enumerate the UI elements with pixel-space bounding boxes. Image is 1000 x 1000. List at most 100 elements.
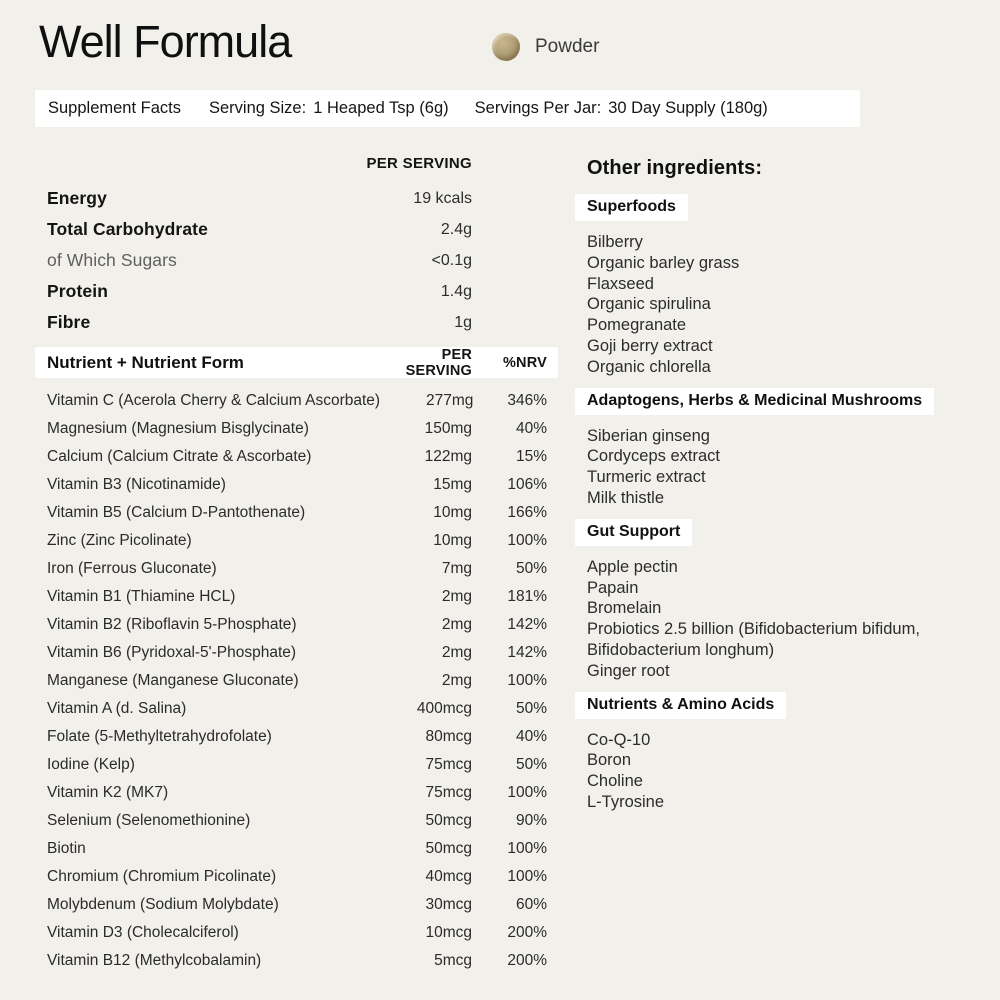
ingredient-item: Ginger root xyxy=(587,661,670,680)
nutrient-row: Vitamin B2 (Riboflavin 5-Phosphate) 2mg 14… xyxy=(35,611,558,639)
nutrient-row: Manganese (Manganese Gluconate) 2mg 100% xyxy=(35,667,558,695)
nutrient-name: Iodine (Kelp) xyxy=(47,756,135,773)
nutrition-column: PER SERVING Energy 19 kcals Total Carbohyd… xyxy=(35,147,558,975)
macro-label: of Which Sugars xyxy=(47,250,177,270)
nutrient-row: Vitamin B1 (Thiamine HCL) 2mg 181% xyxy=(35,583,558,611)
macro-value: 1g xyxy=(454,313,472,331)
nutrient-row: Vitamin B5 (Calcium D-Pantothenate) 10mg 1… xyxy=(35,499,558,527)
nutrient-nrv: 50% xyxy=(515,756,547,773)
nutrient-row: Vitamin B3 (Nicotinamide) 15mg 106% xyxy=(35,471,558,499)
nutrient-amount: 10mcg xyxy=(425,924,472,941)
ingredient-list: Siberian ginseng Cordyceps extract Turmeri… xyxy=(587,426,967,509)
nutrient-row: Vitamin A (d. Salina) 400mcg 50% xyxy=(35,695,558,723)
nutrient-row: Vitamin C (Acerola Cherry & Calcium Asco… xyxy=(35,387,558,415)
powder-icon xyxy=(492,33,520,61)
ingredient-list: Apple pectin Papain Bromelain Probiotics 2.… xyxy=(587,557,967,682)
nutrient-nrv: 40% xyxy=(515,728,547,745)
nutrient-amount: 15mg xyxy=(433,476,472,493)
nutrient-table-header: Nutrient + Nutrient Form PER SERVING %NR… xyxy=(35,346,558,379)
macro-value: 19 kcals xyxy=(413,189,472,207)
nutrient-name: Vitamin A (d. Salina) xyxy=(47,700,187,717)
nutrient-amount: 75mcg xyxy=(425,756,472,773)
ingredient-list: Bilberry Organic barley grass Flaxseed Orga… xyxy=(587,232,967,378)
nutrient-name: Vitamin B1 (Thiamine HCL) xyxy=(47,588,236,605)
ingredient-group-badge: Gut Support xyxy=(575,518,693,546)
nutrient-amount: 122mg xyxy=(424,448,472,465)
nutrient-nrv: 100% xyxy=(507,532,547,549)
nutrient-amount: 40mcg xyxy=(425,868,472,885)
nutrient-amount: 400mcg xyxy=(416,700,472,717)
nutrient-nrv: 50% xyxy=(515,700,547,717)
macro-row: Protein 1.4g xyxy=(35,276,558,307)
nutrient-nrv: 40% xyxy=(515,420,547,437)
format-label: Powder xyxy=(535,36,600,57)
serving-size-value: 1 Heaped Tsp (6g) xyxy=(313,99,449,117)
macro-value: <0.1g xyxy=(431,251,472,269)
format-chip: Powder xyxy=(492,33,599,61)
nutrient-row: Vitamin D3 (Cholecalciferol) 10mcg 200% xyxy=(35,919,558,947)
ingredient-item: Cordyceps extract xyxy=(587,447,720,466)
nutrient-name: Vitamin B2 (Riboflavin 5-Phosphate) xyxy=(47,616,297,633)
ingredient-item: Probiotics 2.5 billion (Bifidobacterium … xyxy=(587,620,920,659)
nutrient-row: Magnesium (Magnesium Bisglycinate) 150mg 4… xyxy=(35,415,558,443)
nutrient-nrv: 106% xyxy=(507,476,547,493)
nutrient-name: Iron (Ferrous Gluconate) xyxy=(47,560,217,577)
serving-size-label: Serving Size: xyxy=(208,99,307,117)
nutrient-amount: 2mg xyxy=(441,588,472,605)
nutrient-amount: 50mcg xyxy=(425,840,472,857)
ingredient-item: Apple pectin xyxy=(587,557,678,576)
other-ingredients-sections: Superfoods Bilberry Organic barley grass Fl… xyxy=(575,194,967,813)
nutrient-row: Iron (Ferrous Gluconate) 7mg 50% xyxy=(35,555,558,583)
nutrient-name: Biotin xyxy=(47,840,86,857)
macro-label: Fibre xyxy=(47,312,91,332)
other-ingredients-column: Other ingredients: Superfoods Bilberry Org… xyxy=(575,147,967,823)
nutrient-nrv: 166% xyxy=(507,504,547,521)
nutrient-amount: 277mg xyxy=(425,392,474,409)
ingredient-item: Organic chlorella xyxy=(587,357,711,376)
nutrient-nrv: 142% xyxy=(507,644,547,661)
nutrient-name: Vitamin B5 (Calcium D-Pantothenate) xyxy=(47,504,306,521)
nutrient-row: Folate (5-Methyltetrahydrofolate) 80mcg 40… xyxy=(35,723,558,751)
per-serving-column-header: PER SERVING xyxy=(405,346,472,379)
nutrient-name: Chromium (Chromium Picolinate) xyxy=(47,868,277,885)
ingredient-item: L-Tyrosine xyxy=(587,792,665,811)
macro-label: Protein xyxy=(47,281,108,301)
ingredient-item: Organic spirulina xyxy=(587,295,711,314)
ingredient-group: Adaptogens, Herbs & Medicinal Mushrooms xyxy=(575,387,967,415)
nutrient-name: Folate (5-Methyltetrahydrofolate) xyxy=(47,728,272,745)
nutrient-nrv: 100% xyxy=(507,840,547,857)
nrv-column-header: %NRV xyxy=(502,354,547,371)
nutrient-row: Biotin 50mcg 100% xyxy=(35,835,558,863)
macro-row: Fibre 1g xyxy=(35,307,558,338)
supplement-facts-bar: Supplement Facts Serving Size: 1 Heaped … xyxy=(35,90,860,127)
ingredient-item: Siberian ginseng xyxy=(587,426,710,445)
ingredient-item: Pomegranate xyxy=(587,316,687,335)
nutrient-row: Molybdenum (Sodium Molybdate) 30mcg 60% xyxy=(35,891,558,919)
nutrient-name: Vitamin B3 (Nicotinamide) xyxy=(47,476,226,493)
ingredient-group: Superfoods xyxy=(575,194,967,221)
ingredient-group-badge: Nutrients & Amino Acids xyxy=(575,691,787,719)
nutrient-nrv: 60% xyxy=(515,896,547,913)
macro-column-header: PER SERVING xyxy=(366,155,472,172)
nutrient-name: Vitamin C (Acerola Cherry & Calcium Asco… xyxy=(47,392,381,409)
nutrient-nrv: 100% xyxy=(507,784,547,801)
nutrient-amount: 5mcg xyxy=(434,952,472,969)
nutrient-row: Vitamin K2 (MK7) 75mcg 100% xyxy=(35,779,558,807)
ingredient-item: Turmeric extract xyxy=(587,468,706,487)
ingredient-item: Organic barley grass xyxy=(587,253,740,272)
macro-rows: Energy 19 kcals Total Carbohydrate 2.4g of W… xyxy=(35,183,558,338)
ingredient-item: Boron xyxy=(587,751,632,770)
nutrient-row: Zinc (Zinc Picolinate) 10mg 100% xyxy=(35,527,558,555)
nutrient-amount: 150mg xyxy=(424,420,472,437)
nutrient-amount: 80mcg xyxy=(425,728,472,745)
nutrient-amount: 10mg xyxy=(433,532,472,549)
nutrient-name: Vitamin K2 (MK7) xyxy=(47,784,169,801)
nutrient-name: Calcium (Calcium Citrate & Ascorbate) xyxy=(47,448,312,465)
nutrient-name: Vitamin D3 (Cholecalciferol) xyxy=(47,924,239,941)
macro-row: Energy 19 kcals xyxy=(35,183,558,214)
nutrient-name: Vitamin B6 (Pyridoxal-5'-Phosphate) xyxy=(47,644,297,661)
nutrient-amount: 10mg xyxy=(433,504,472,521)
servings-per-jar-label: Servings Per Jar: xyxy=(474,99,602,117)
nutrient-amount: 2mg xyxy=(441,616,472,633)
